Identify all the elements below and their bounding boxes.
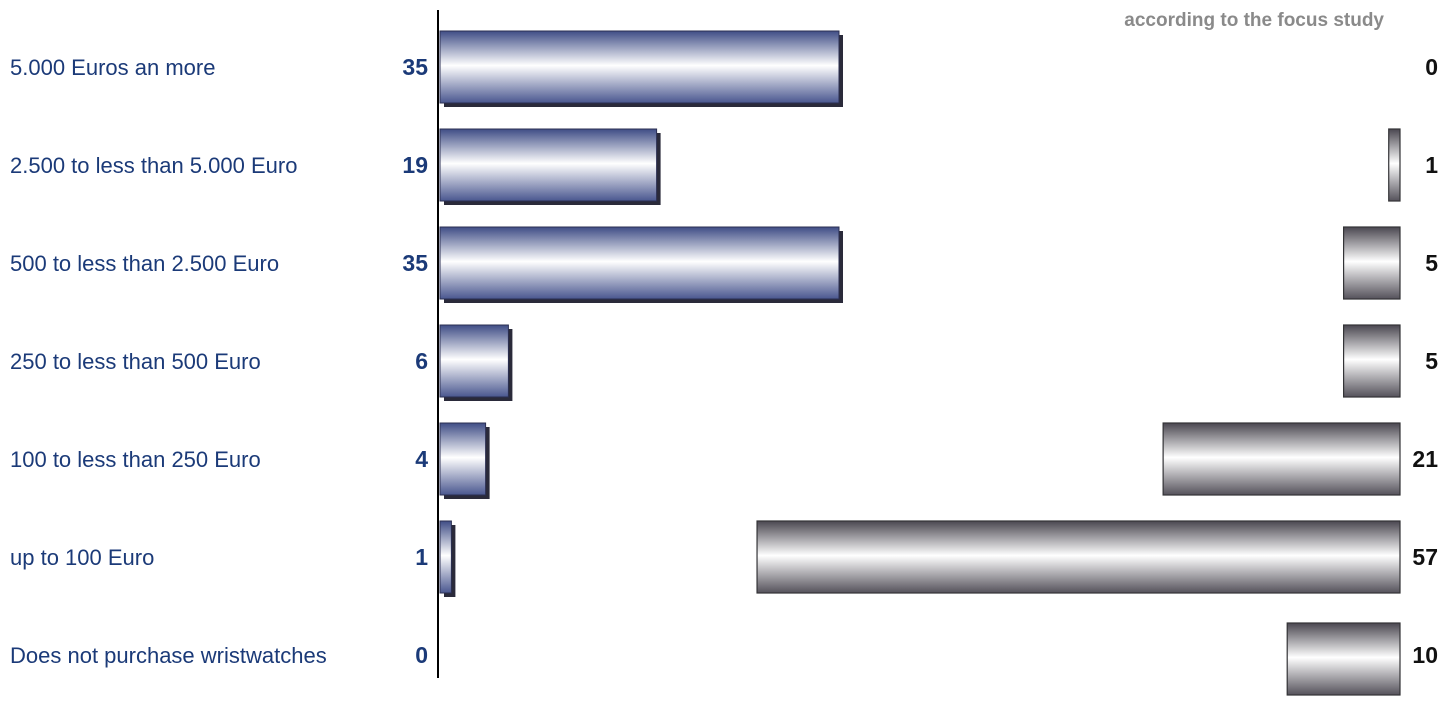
- left-bar: [439, 422, 487, 496]
- right-value-label: 21: [1412, 446, 1438, 472]
- right-value-label: 0: [1425, 54, 1438, 80]
- right-value-label: 57: [1412, 544, 1438, 570]
- right-value-label: 5: [1425, 250, 1438, 276]
- left-value-label: 19: [402, 152, 428, 178]
- right-value-label: 5: [1425, 348, 1438, 374]
- category-label: Does not purchase wristwatches: [10, 643, 327, 668]
- right-bar: [1162, 422, 1401, 496]
- left-value-label: 4: [415, 446, 428, 472]
- category-label: 250 to less than 500 Euro: [10, 349, 261, 374]
- right-bar: [756, 520, 1401, 594]
- right-value-label: 10: [1412, 642, 1438, 668]
- left-bar: [439, 226, 840, 300]
- chart-subtitle: according to the focus study: [1124, 10, 1384, 31]
- left-bar: [439, 128, 658, 202]
- left-value-label: 1: [415, 544, 428, 570]
- left-value-label: 0: [415, 642, 428, 668]
- category-label: 500 to less than 2.500 Euro: [10, 251, 279, 276]
- left-value-label: 35: [402, 250, 428, 276]
- right-bar: [1342, 324, 1401, 398]
- right-bar: [1342, 226, 1401, 300]
- category-label: up to 100 Euro: [10, 545, 154, 570]
- left-bar: [439, 30, 840, 104]
- left-bar: [439, 324, 509, 398]
- category-label: 5.000 Euros an more: [10, 55, 215, 80]
- left-value-label: 6: [415, 348, 428, 374]
- right-bar: [1286, 622, 1401, 696]
- category-label: 2.500 to less than 5.000 Euro: [10, 153, 297, 178]
- right-bar: [1388, 128, 1401, 202]
- category-label: 100 to less than 250 Euro: [10, 447, 261, 472]
- left-bar: [439, 520, 452, 594]
- left-value-label: 35: [402, 54, 428, 80]
- right-value-label: 1: [1425, 152, 1438, 178]
